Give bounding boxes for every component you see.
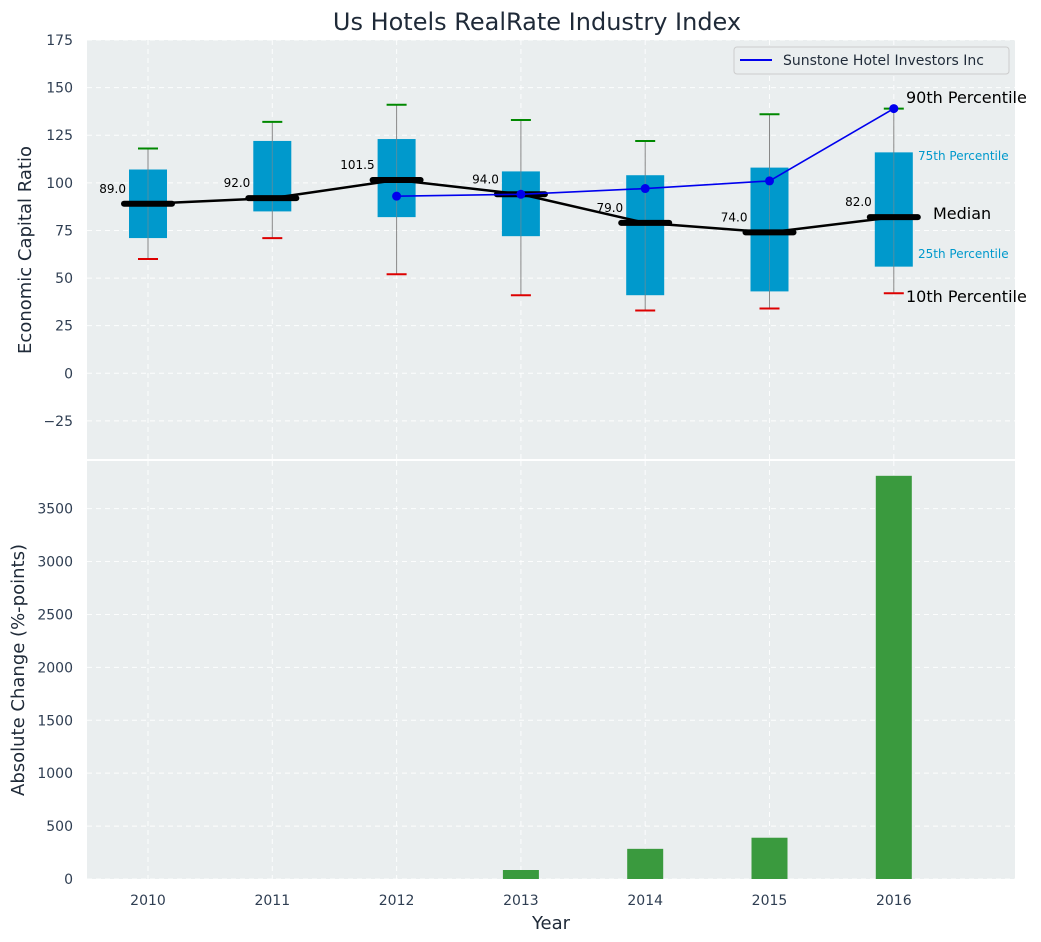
series-point [889, 104, 899, 114]
y-tick-label: 125 [46, 128, 73, 144]
median-value-label: 74.0 [721, 210, 748, 224]
median-value-label: 79.0 [596, 201, 623, 215]
x-tick-label: 2011 [254, 893, 290, 909]
x-axis-label: Year [531, 913, 571, 934]
y-tick-label: 75 [55, 223, 73, 239]
change-bar [875, 475, 912, 879]
series-point [392, 191, 402, 201]
median-value-label: 101.5 [340, 158, 374, 172]
bar-panel-y-ticks: 0 500 1000 1500 2000 2500 3000 3500 [37, 502, 73, 888]
y-tick-label: 500 [46, 819, 73, 835]
bar-panel-x-ticks: 2010 2011 2012 2013 2014 2015 2016 [130, 893, 912, 909]
y-tick-label: 3500 [37, 502, 73, 518]
legend-label: Sunstone Hotel Investors Inc [783, 53, 984, 69]
x-tick-label: 2013 [503, 893, 539, 909]
y-tick-label: −25 [43, 414, 73, 430]
box-panel-background [87, 40, 1015, 459]
x-tick-label: 2010 [130, 893, 166, 909]
series-point [765, 176, 774, 186]
box-panel: −25 0 25 50 75 100 125 150 175 89.0 92.0 101.5 94.0… [15, 33, 1027, 459]
median-value-label: 82.0 [845, 195, 872, 209]
bar-panel-bars [502, 475, 912, 879]
y-tick-label: 1500 [37, 713, 73, 729]
legend: Sunstone Hotel Investors Inc [733, 46, 1010, 75]
x-tick-label: 2014 [627, 893, 663, 909]
percentile-annotations: 90th Percentile 75th Percentile Median 2… [906, 88, 1027, 306]
x-tick-label: 2016 [876, 893, 912, 909]
legend-frame [733, 46, 1010, 75]
box-panel-y-label: Economic Capital Ratio [15, 146, 36, 354]
series-point [516, 189, 526, 199]
y-tick-label: 100 [46, 176, 73, 192]
y-tick-label: 0 [64, 366, 73, 382]
bar-panel-y-label: Absolute Change (%-points) [8, 544, 29, 796]
y-tick-label: 2500 [37, 607, 73, 623]
y-tick-label: 25 [55, 319, 73, 335]
box-panel-boxes: 89.0 92.0 101.5 94.0 79.0 74.0 82.0 [99, 103, 921, 312]
x-tick-label: 2012 [379, 893, 415, 909]
annotation-p90: 90th Percentile [906, 88, 1027, 107]
change-bar [502, 870, 539, 879]
median-value-label: 92.0 [224, 176, 251, 190]
y-tick-label: 0 [64, 872, 73, 888]
sunstone-series [392, 104, 899, 201]
annotation-p25: 25th Percentile [918, 247, 1009, 261]
chart-title: Us Hotels RealRate Industry Index [333, 8, 741, 36]
annotation-p75: 75th Percentile [918, 149, 1009, 163]
y-tick-label: 1000 [37, 766, 73, 782]
y-tick-label: 175 [46, 33, 73, 49]
annotation-p10: 10th Percentile [906, 287, 1027, 306]
change-bar [627, 848, 664, 879]
series-point [640, 184, 650, 194]
bar-panel-background [87, 461, 1015, 879]
annotation-median: Median [933, 204, 991, 223]
y-tick-label: 50 [55, 271, 73, 287]
median-value-label: 89.0 [99, 182, 126, 196]
y-tick-label: 2000 [37, 660, 73, 676]
median-value-label: 94.0 [472, 172, 499, 186]
change-bar [751, 837, 788, 879]
y-tick-label: 3000 [37, 555, 73, 571]
box-panel-y-ticks: −25 0 25 50 75 100 125 150 175 [43, 33, 73, 430]
y-tick-label: 150 [46, 81, 73, 97]
x-tick-label: 2015 [752, 893, 788, 909]
